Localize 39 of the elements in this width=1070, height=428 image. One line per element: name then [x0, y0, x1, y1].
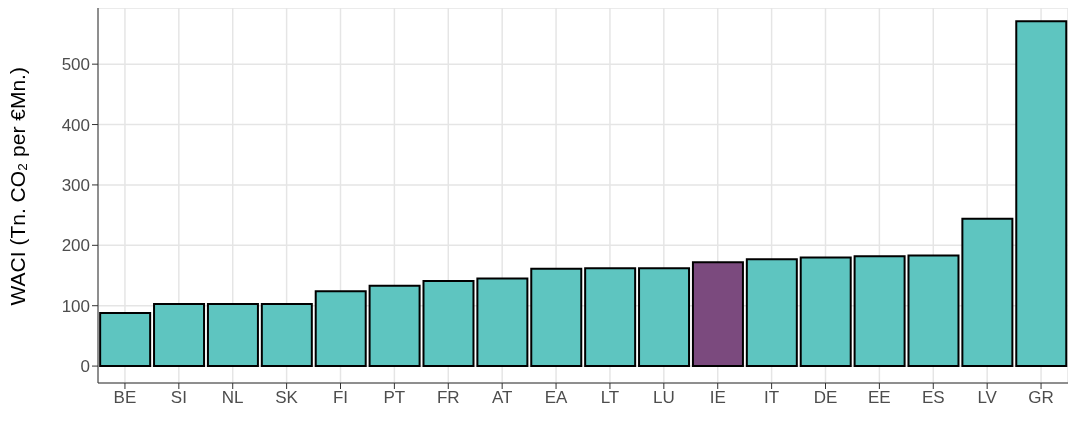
x-tick-label: ES	[921, 388, 945, 408]
y-tick-label: 0	[80, 357, 90, 377]
bar	[799, 256, 852, 368]
x-tick-label: NL	[221, 388, 244, 408]
bar	[1015, 20, 1068, 368]
x-tick-label: FR	[436, 388, 460, 408]
y-tick-label: 500	[61, 55, 90, 75]
x-tick-label: LU	[652, 388, 675, 408]
bar	[691, 261, 744, 368]
bar	[584, 267, 637, 368]
bar	[153, 302, 206, 368]
x-tick-label: AT	[491, 388, 513, 408]
x-tick-label: SI	[170, 388, 187, 408]
bar	[530, 267, 583, 368]
x-tick-label: GR	[1028, 388, 1054, 408]
x-tick-label: LT	[600, 388, 620, 408]
x-tick-label: LV	[977, 388, 998, 408]
bar	[314, 290, 367, 368]
x-tick-label: IT	[764, 388, 780, 408]
y-tick-label: 300	[61, 175, 90, 195]
bar	[476, 277, 529, 368]
x-tick-label: IE	[709, 388, 726, 408]
x-tick-label: EE	[868, 388, 891, 408]
bar	[206, 302, 259, 368]
x-tick-label: FI	[332, 388, 349, 408]
x-tick-label: DE	[813, 388, 838, 408]
y-axis-title: WACI (Tn. CO₂ per €Mn.)	[6, 67, 30, 306]
x-tick-label: BE	[113, 388, 137, 408]
y-tick-label: 400	[61, 115, 90, 135]
bar	[99, 311, 152, 368]
bar	[961, 217, 1014, 368]
y-tick-label: 200	[61, 236, 90, 256]
y-tick-label: 100	[61, 296, 90, 316]
x-tick-label: PT	[383, 388, 406, 408]
bar	[638, 267, 691, 368]
bar	[745, 258, 798, 368]
x-tick-label: EA	[544, 388, 569, 408]
x-tick-label: SK	[275, 388, 299, 408]
bar	[260, 302, 313, 368]
